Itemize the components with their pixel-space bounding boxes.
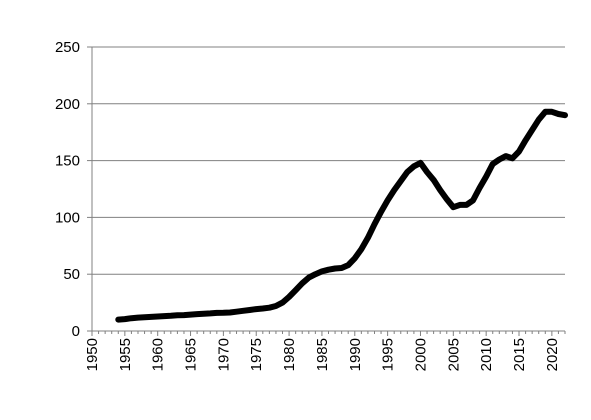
- x-tick-label-2005: 2005: [445, 338, 462, 371]
- x-tick-label-1955: 1955: [117, 338, 134, 371]
- x-tick-label-1965: 1965: [183, 338, 200, 371]
- x-tick-label-2000: 2000: [412, 338, 429, 371]
- series-line-0: [115, 108, 568, 323]
- y-tick-label-0: 0: [72, 323, 80, 340]
- x-tick-label-1985: 1985: [314, 338, 331, 371]
- y-tick-label-200: 200: [55, 96, 80, 113]
- x-tick-label-1980: 1980: [281, 338, 298, 371]
- y-tick-label-150: 150: [55, 153, 80, 170]
- x-tick-label-2015: 2015: [511, 338, 528, 371]
- gridlines: [92, 46, 565, 275]
- x-tick-label-1990: 1990: [347, 338, 364, 371]
- x-tick-label-1970: 1970: [215, 338, 232, 371]
- x-tick-label-1960: 1960: [150, 338, 167, 371]
- y-tick-label-250: 250: [55, 39, 80, 56]
- x-tick-label-2020: 2020: [544, 338, 561, 371]
- x-tick-label-1975: 1975: [248, 338, 265, 371]
- x-tick-label-2010: 2010: [478, 338, 495, 371]
- x-tick-label-1995: 1995: [380, 338, 397, 371]
- x-tick-label-1950: 1950: [84, 338, 101, 371]
- series-layer: [115, 108, 568, 323]
- y-tick-label-100: 100: [55, 209, 80, 226]
- tick-labels: 0 50 100 150 200 250 1950 1955 1960 1965 1970 1975 1…: [55, 39, 561, 371]
- axes: [87, 46, 566, 336]
- y-tick-label-50: 50: [63, 266, 80, 283]
